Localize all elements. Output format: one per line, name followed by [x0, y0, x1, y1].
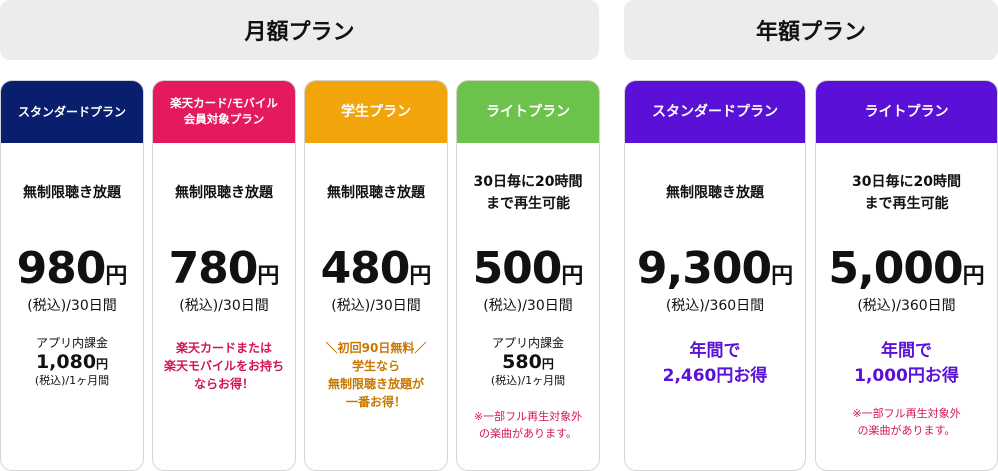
plan-card-annual-standard[interactable]: スタンダードプラン 無制限聴き放題 9,300円 (税込)/360日間 年間で … — [624, 80, 806, 471]
plan-card-annual-light[interactable]: ライトプラン 30日毎に20時間 まで再生可能 5,000円 (税込)/360日… — [815, 80, 998, 471]
inapp-price: 1,080円 — [35, 351, 109, 374]
plan-promo: 年間で 1,000円お得 — [854, 341, 959, 386]
plan-feature: 30日毎に20時間 まで再生可能 — [473, 173, 583, 212]
plan-feature: 30日毎に20時間 まで再生可能 — [852, 173, 961, 212]
inapp-label: アプリ内課金 — [35, 336, 108, 350]
inapp-price: 580円 — [502, 351, 554, 374]
plan-name-annual-standard: スタンダードプラン — [625, 81, 805, 143]
plan-card-student[interactable]: 学生プラン 無制限聴き放題 480円 (税込)/30日間 ＼初回90日無料／ 学… — [304, 80, 448, 471]
plan-name-rakuten: 楽天カード/モバイル 会員対象プラン — [153, 81, 295, 143]
plan-price: 500円 — [472, 243, 584, 294]
annual-plans-header: 年額プラン — [624, 0, 998, 60]
inapp-purchase-info: アプリ内課金 580円 (税込)/1ヶ月間 — [457, 335, 599, 389]
plan-card-light[interactable]: ライトプラン 30日毎に20時間 まで再生可能 500円 (税込)/30日間 ア… — [456, 80, 600, 471]
plan-feature: 無制限聴き放題 — [23, 184, 121, 201]
plan-card-rakuten[interactable]: 楽天カード/モバイル 会員対象プラン 無制限聴き放題 780円 (税込)/30日… — [152, 80, 296, 471]
plan-price: 780円 — [168, 243, 280, 294]
plan-price-note: (税込)/30日間 — [179, 298, 269, 314]
plan-feature: 無制限聴き放題 — [666, 184, 764, 201]
monthly-plans-header: 月額プラン — [0, 0, 599, 60]
plan-name-annual-light: ライトプラン — [816, 81, 997, 143]
plan-price-note: (税込)/30日間 — [483, 298, 573, 314]
plan-name-light: ライトプラン — [457, 81, 599, 143]
plan-promo: 年間で 2,460円お得 — [662, 341, 768, 386]
plan-feature: 無制限聴き放題 — [175, 184, 273, 201]
plan-price: 9,300円 — [636, 243, 794, 294]
plan-feature: 無制限聴き放題 — [327, 184, 425, 201]
plan-name-standard: スタンダードプラン — [1, 81, 143, 143]
inapp-purchase-info: アプリ内課金 1,080円 (税込)/1ヶ月間 — [1, 335, 143, 389]
plan-card-standard[interactable]: スタンダードプラン 無制限聴き放題 980円 (税込)/30日間 アプリ内課金 … — [0, 80, 144, 471]
plan-footnote: ※一部フル再生対象外 の楽曲があります。 — [852, 407, 961, 437]
plan-name-student: 学生プラン — [305, 81, 447, 143]
plan-price: 980円 — [16, 243, 128, 294]
inapp-note: (税込)/1ヶ月間 — [490, 374, 566, 388]
plan-price-note: (税込)/30日間 — [27, 298, 117, 314]
plan-price-note: (税込)/360日間 — [857, 298, 956, 314]
plan-price: 480円 — [320, 243, 432, 294]
plan-price: 5,000円 — [828, 243, 985, 294]
plan-promo: ＼初回90日無料／ 学生なら 無制限聴き放題が 一番お得！ — [325, 341, 427, 409]
plan-promo: 楽天カードまたは 楽天モバイルをお持ち ならお得！ — [163, 341, 284, 391]
plan-price-note: (税込)/30日間 — [331, 298, 421, 314]
plan-footnote: ※一部フル再生対象外 の楽曲があります。 — [473, 410, 583, 440]
inapp-label: アプリ内課金 — [491, 336, 564, 350]
plan-price-note: (税込)/360日間 — [665, 298, 765, 314]
inapp-note: (税込)/1ヶ月間 — [34, 374, 110, 388]
